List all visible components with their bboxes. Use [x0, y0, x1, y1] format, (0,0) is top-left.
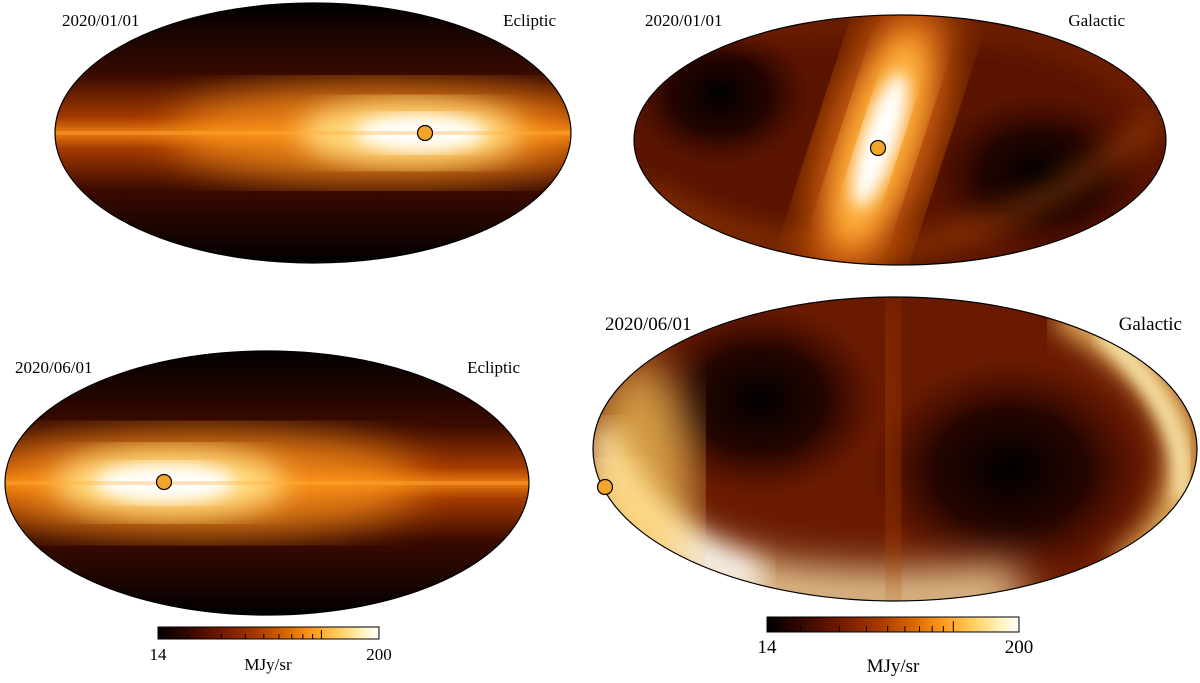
sun-marker-icon: [869, 139, 887, 157]
sun-marker-icon: [155, 473, 173, 491]
map-galactic-2020-06-01: 2020/06/01 Galactic: [592, 296, 1198, 602]
colorbar-ticks: [187, 630, 322, 639]
map-frame-label: Ecliptic: [503, 11, 556, 30]
map-outline: [633, 14, 1167, 266]
colorbar-ticks: [800, 621, 954, 632]
map-date-label: 2020/01/01: [62, 11, 139, 30]
colorbar-unit-label: MJy/sr: [244, 655, 292, 674]
colorbar-max-label: 200: [366, 645, 392, 664]
map-outline: [54, 2, 572, 264]
colorbar-gradient: [766, 616, 1020, 633]
map-outline: [592, 296, 1198, 602]
sun-marker-icon: [416, 124, 434, 142]
map-date-label: 2020/06/01: [15, 358, 92, 377]
sun-marker-icon: [596, 478, 614, 496]
colorbar-unit-label: MJy/sr: [867, 656, 920, 677]
map-frame-label: Galactic: [1068, 11, 1125, 30]
colorbar-min-label: 14: [758, 637, 778, 658]
map-galactic-2020-01-01: 2020/01/01 Galactic: [633, 11, 1167, 266]
map-date-label: 2020/06/01: [605, 314, 692, 335]
map-ecliptic-2020-01-01: 2020/01/01 Ecliptic: [54, 2, 572, 264]
map-frame-label: Ecliptic: [467, 358, 520, 377]
colorbar-left: 14 200 MJy/sr: [150, 626, 392, 674]
colorbar-max-label: 200: [1005, 637, 1034, 658]
colorbar-gradient: [157, 626, 380, 640]
colorbar-right: 14 200 MJy/sr: [758, 616, 1034, 677]
map-ecliptic-2020-06-01: 2020/06/01 Ecliptic: [4, 350, 530, 616]
map-frame-label: Galactic: [1119, 314, 1182, 335]
colorbar-min-label: 14: [150, 645, 168, 664]
map-date-label: 2020/01/01: [645, 11, 722, 30]
map-outline: [4, 350, 530, 616]
